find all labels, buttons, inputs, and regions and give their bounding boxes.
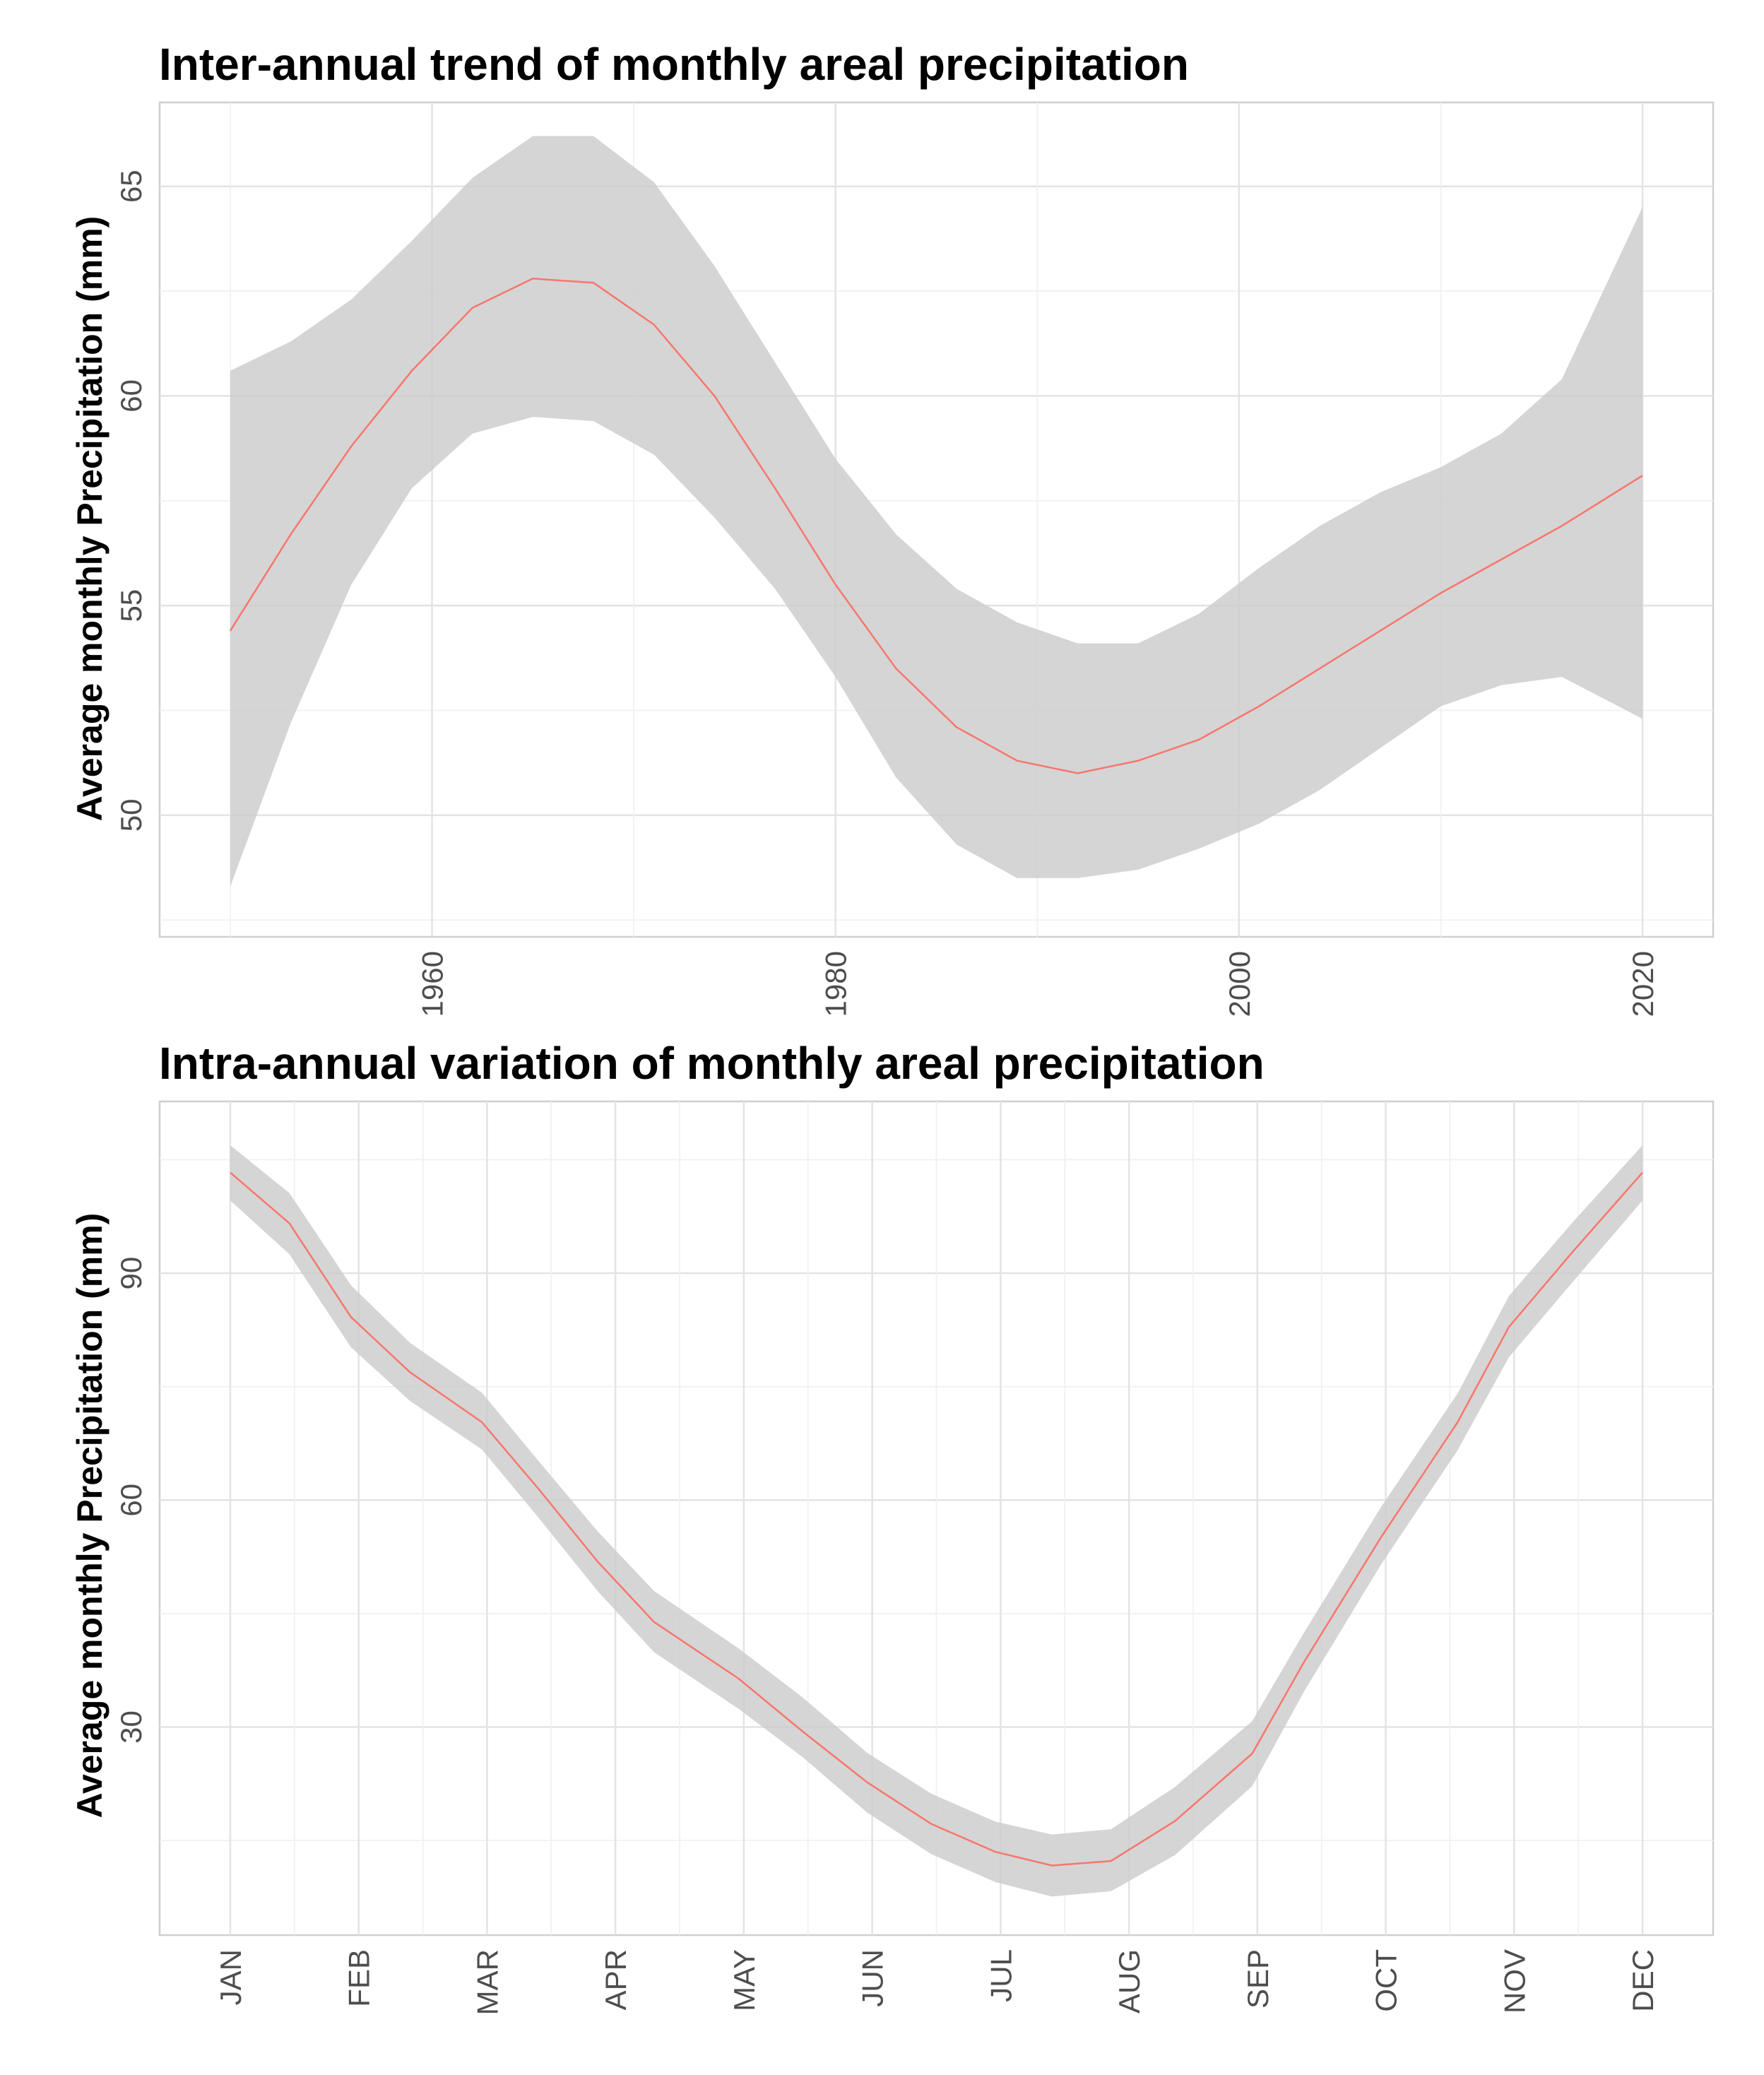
chart-2-x-tick-label: AUG [1113,1949,1146,2014]
data-point [536,1486,540,1491]
data-point [1075,772,1079,776]
data-point [1378,629,1383,633]
data-point [801,1730,805,1734]
data-point [1439,591,1443,595]
chart-1-x-tick-label: 2000 [1223,951,1256,1017]
data-point [470,306,475,310]
data-point [480,1420,484,1424]
chart-2-y-tick-label: 30 [114,1710,148,1744]
chart-2-x-tick-label: JUL [984,1949,1017,2002]
chart-1-y-axis: 50 55 60 65 [114,170,148,832]
data-point [1015,759,1019,763]
chart-1-y-tick-label: 65 [114,170,148,203]
data-point [1560,524,1564,528]
chart-2-x-tick-label: OCT [1370,1949,1403,2012]
data-point [349,1315,353,1319]
data-point [1318,666,1322,670]
chart-1-x-tick-label: 1960 [416,951,449,1017]
data-point [1301,1661,1306,1665]
chart-1-x-tick-label: 2020 [1626,951,1659,1017]
chart-1-y-tick-label: 55 [114,589,148,622]
data-point [1640,1171,1645,1175]
chart-2-x-tick-label: FEB [343,1949,376,2007]
data-point [1197,738,1201,742]
chart-1-panel [158,101,1715,938]
data-point [288,1221,292,1225]
chart-2-x-tick-label: JUN [856,1949,889,2007]
chart-1-trend-line [229,278,1643,774]
chart-2-x-axis: JAN FEB MAR APR MAY JUN JUL AUG SEP OCT … [214,1949,1659,2015]
data-point [834,583,838,587]
chart-2-y-axis-title: Average monthly Precipitation (mm) [70,1213,109,1819]
chart-2-title: Intra-annual variation of monthly areal … [159,1038,1265,1089]
chart-1-y-tick-label: 50 [114,799,148,832]
data-point [894,666,898,670]
chart-2-y-tick-label: 60 [114,1484,148,1517]
data-point [531,276,535,280]
data-point [865,1780,869,1785]
chart-1-y-axis-title: Average monthly Precipitation (mm) [70,216,109,822]
data-point [349,444,353,449]
data-point [929,1822,933,1826]
chart-2-x-tick-label: MAY [728,1949,761,2011]
data-point [408,1370,412,1374]
data-point [1378,1536,1383,1540]
data-point [1136,759,1140,763]
inter-annual-trend-chart: Inter-annual trend of monthly areal prec… [70,39,1715,1017]
intra-annual-variation-chart: Intra-annual variation of monthly areal … [70,1038,1715,2015]
chart-2-x-tick-label: MAR [470,1949,504,2015]
data-point [1455,1420,1460,1424]
data-point [1257,704,1261,709]
chart-2-gridlines [160,1101,1713,1935]
chart-2-y-axis: 30 60 90 [114,1257,148,1744]
chart-2-confidence-band [230,1145,1642,1897]
data-point [737,1677,741,1681]
chart-2-x-tick-label: APR [599,1949,632,2010]
chart-2-x-tick-label: DEC [1626,1949,1659,2012]
chart-2-seasonal-line [230,1171,1643,1867]
data-point [652,1620,656,1624]
data-point [712,394,716,398]
data-point [1571,1249,1575,1253]
data-point [1109,1859,1113,1863]
data-point [1640,473,1645,478]
data-point [1250,1751,1255,1756]
data-point [954,725,959,729]
data-point [289,532,293,536]
data-point [228,1171,232,1175]
data-point [993,1850,998,1854]
data-point [410,369,414,373]
data-point [596,1559,600,1563]
chart-2-x-tick-label: NOV [1498,1949,1531,2014]
data-point [1507,1325,1511,1329]
chart-2-x-tick-label: JAN [214,1949,247,2005]
data-point [1173,1819,1178,1823]
chart-1-x-tick-label: 1980 [819,951,853,1017]
chart-1-y-tick-label: 60 [114,379,148,413]
data-point [1499,557,1503,562]
chart-1-confidence-band [230,136,1642,887]
data-point [228,629,232,633]
chart-2-x-tick-label: SEP [1241,1949,1274,2009]
data-point [773,486,777,490]
chart-2-y-tick-label: 90 [114,1257,148,1290]
data-point [591,280,596,285]
chart-1-x-axis: 1960 1980 2000 2020 [416,951,1660,1017]
data-point [1050,1864,1054,1868]
chart-1-title: Inter-annual trend of monthly areal prec… [159,39,1189,90]
data-point [652,323,656,327]
